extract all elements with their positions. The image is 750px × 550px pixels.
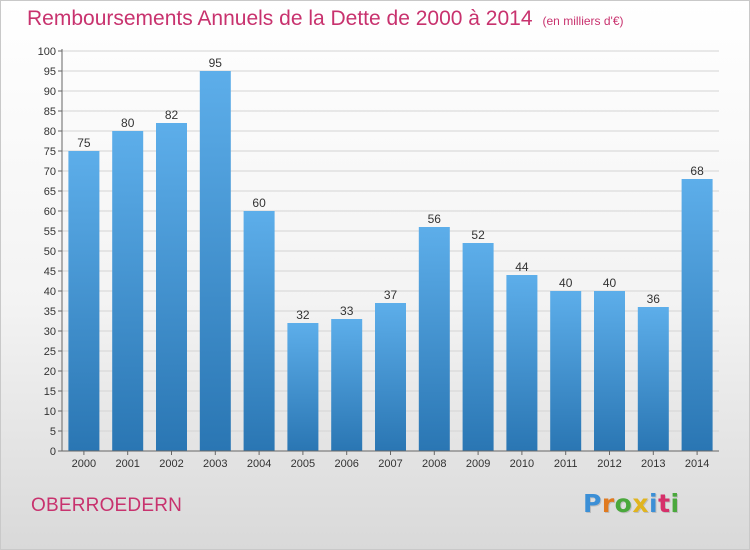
axes: 0 5 10 15 20 25 30 35 40 45 50 55 60 65 70 75 80 85 90 95 10… bbox=[38, 46, 719, 470]
bar bbox=[550, 291, 582, 451]
place-name: OBERROEDERN bbox=[31, 495, 183, 516]
data-label: 37 bbox=[384, 288, 398, 302]
x-tick-label: 2001 bbox=[115, 458, 139, 470]
bar bbox=[681, 179, 713, 451]
y-tick-label: 40 bbox=[44, 286, 56, 298]
logo-letter: t bbox=[658, 489, 671, 518]
bar bbox=[156, 123, 187, 451]
y-tick-label: 15 bbox=[44, 386, 56, 398]
bar bbox=[462, 243, 494, 451]
y-tick-label: 60 bbox=[44, 206, 56, 218]
data-label: 75 bbox=[77, 136, 91, 150]
y-tick-label: 90 bbox=[44, 86, 56, 98]
y-tick-label: 35 bbox=[44, 306, 56, 318]
y-tick-label: 70 bbox=[44, 166, 56, 178]
data-label: 40 bbox=[603, 276, 617, 290]
chart-title: Remboursements Annuels de la Dette de 20… bbox=[27, 7, 624, 31]
chart-unit: (en milliers d'€) bbox=[542, 14, 624, 28]
logo-letter: o bbox=[614, 489, 633, 518]
y-tick-label: 30 bbox=[44, 326, 56, 338]
x-tick-label: 2009 bbox=[466, 458, 490, 470]
x-tick-label: 2006 bbox=[334, 458, 358, 470]
x-tick-label: 2010 bbox=[510, 458, 534, 470]
logo-letter: x bbox=[632, 489, 649, 518]
data-label: 68 bbox=[690, 164, 704, 178]
y-tick-label: 85 bbox=[44, 106, 56, 118]
y-tick-label: 5 bbox=[50, 426, 56, 438]
data-label: 40 bbox=[559, 276, 573, 290]
y-tick-label: 55 bbox=[44, 226, 56, 238]
proxiti-logo[interactable]: Proxiti bbox=[583, 489, 680, 518]
x-tick-label: 2002 bbox=[159, 458, 183, 470]
y-tick-label: 50 bbox=[44, 246, 56, 258]
x-tick-label: 2005 bbox=[291, 458, 315, 470]
data-label: 44 bbox=[515, 260, 529, 274]
y-tick-label: 80 bbox=[44, 126, 56, 138]
bar bbox=[594, 291, 625, 451]
logo-letter: i bbox=[649, 489, 659, 518]
y-tick-label: 45 bbox=[44, 266, 56, 278]
bar bbox=[375, 303, 406, 451]
bar bbox=[418, 227, 450, 451]
y-tick-label: 65 bbox=[44, 186, 56, 198]
x-tick-label: 2011 bbox=[554, 458, 578, 470]
bar bbox=[287, 323, 319, 451]
bar bbox=[68, 151, 100, 451]
x-tick-label: 2008 bbox=[422, 458, 446, 470]
logo-letter: i bbox=[670, 489, 680, 518]
y-tick-label: 100 bbox=[38, 46, 56, 58]
x-tick-label: 2014 bbox=[685, 458, 709, 470]
data-label: 36 bbox=[647, 292, 661, 306]
y-tick-label: 10 bbox=[44, 406, 56, 418]
bar bbox=[637, 307, 669, 451]
bar bbox=[199, 71, 231, 451]
y-tick-label: 95 bbox=[44, 66, 56, 78]
data-label: 52 bbox=[471, 228, 485, 242]
x-tick-label: 2012 bbox=[597, 458, 621, 470]
data-label: 95 bbox=[209, 56, 223, 70]
y-tick-label: 20 bbox=[44, 366, 56, 378]
data-label: 32 bbox=[296, 308, 310, 322]
x-tick-label: 2003 bbox=[203, 458, 227, 470]
data-label: 33 bbox=[340, 304, 354, 318]
logo-letter: P bbox=[583, 489, 602, 518]
x-tick-label: 2013 bbox=[641, 458, 665, 470]
bars: 75 80 82 95 60 32 33 37 56 52 44 40 40 36 68 bbox=[68, 56, 713, 451]
logo-letter: r bbox=[601, 489, 615, 518]
y-tick-label: 75 bbox=[44, 146, 56, 158]
chart-title-text: Remboursements Annuels de la Dette de 20… bbox=[27, 7, 533, 30]
bar bbox=[243, 211, 275, 451]
bar bbox=[506, 275, 538, 451]
x-tick-label: 2000 bbox=[72, 458, 96, 470]
x-tick-label: 2007 bbox=[378, 458, 402, 470]
x-tick-label: 2004 bbox=[247, 458, 271, 470]
data-label: 56 bbox=[428, 212, 442, 226]
bar bbox=[112, 131, 144, 451]
y-tick-label: 25 bbox=[44, 346, 56, 358]
data-label: 80 bbox=[121, 116, 135, 130]
data-label: 82 bbox=[165, 108, 179, 122]
data-label: 60 bbox=[252, 196, 266, 210]
bar bbox=[331, 319, 363, 451]
y-tick-label: 0 bbox=[50, 446, 56, 458]
